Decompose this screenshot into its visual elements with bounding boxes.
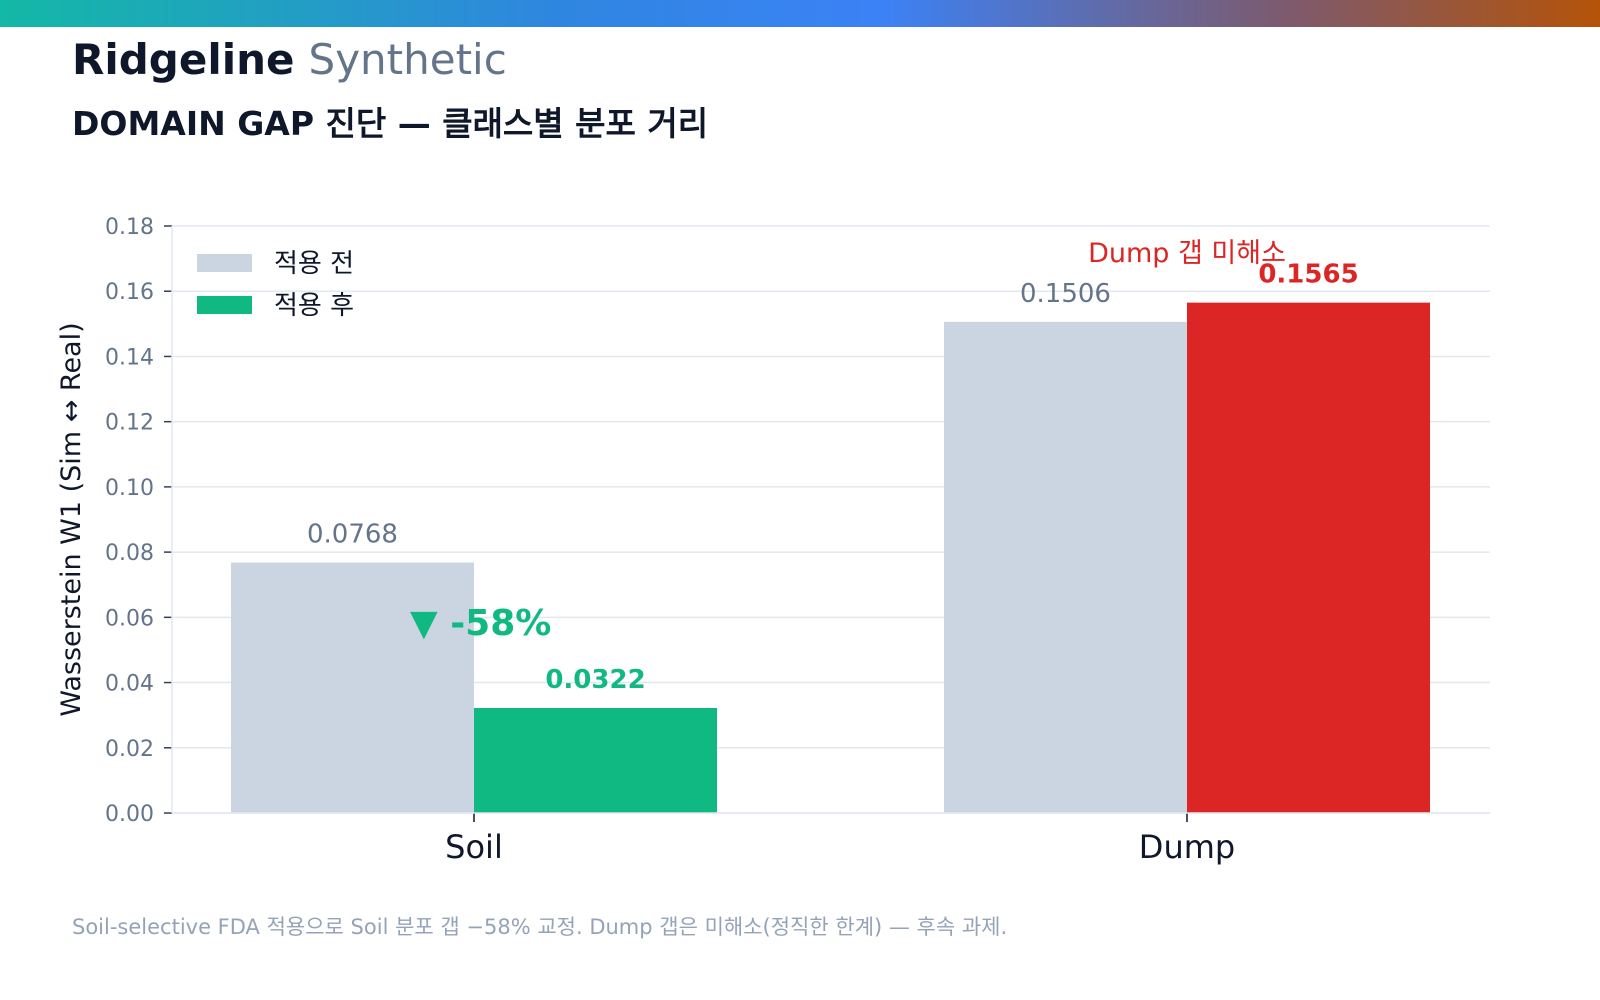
- legend-swatch: [197, 296, 252, 314]
- bar-after: [1187, 302, 1430, 813]
- y-tick-label: 0.12: [105, 411, 154, 436]
- y-tick-label: 0.06: [105, 606, 154, 631]
- brand-subtitle: Synthetic: [308, 35, 507, 84]
- legend-label: 적용 후: [274, 291, 354, 321]
- bar-value-label: 0.0322: [545, 665, 645, 695]
- bar-value-label: 0.1565: [1258, 260, 1358, 290]
- y-tick-label: 0.04: [105, 672, 154, 697]
- bar-after: [474, 707, 717, 813]
- y-tick-label: 0.10: [105, 476, 154, 501]
- footnote: Soil-selective FDA 적용으로 Soil 분포 갭 −58% 교…: [72, 915, 1008, 939]
- top-gradient-bar: [0, 0, 1600, 27]
- y-tick-label: 0.16: [105, 280, 154, 305]
- bar-value-label: 0.1506: [1020, 279, 1111, 309]
- brand-title: Ridgeline Synthetic: [72, 34, 507, 86]
- brand-name: Ridgeline: [72, 35, 295, 84]
- legend-swatch: [197, 254, 252, 272]
- x-tick-label: Soil: [445, 828, 503, 866]
- legend-label: 적용 전: [274, 249, 354, 279]
- y-tick-label: 0.02: [105, 737, 154, 762]
- y-tick-label: 0.14: [105, 345, 154, 370]
- bar-value-label: 0.0768: [307, 520, 398, 550]
- dump-gap-annotation: Dump 갭 미해소: [1088, 238, 1286, 269]
- bar-before: [944, 321, 1187, 813]
- y-tick-label: 0.08: [105, 541, 154, 566]
- y-tick-label: 0.18: [105, 215, 154, 240]
- reduction-annotation: ▼ -58%: [410, 603, 551, 644]
- y-tick-label: 0.00: [105, 802, 154, 827]
- chart-subtitle: DOMAIN GAP 진단 — 클래스별 분포 거리: [72, 104, 709, 143]
- y-axis-title: Wasserstein W1 (Sim ↔ Real): [56, 322, 87, 716]
- x-tick-label: Dump: [1139, 828, 1235, 866]
- bar-before: [231, 562, 474, 813]
